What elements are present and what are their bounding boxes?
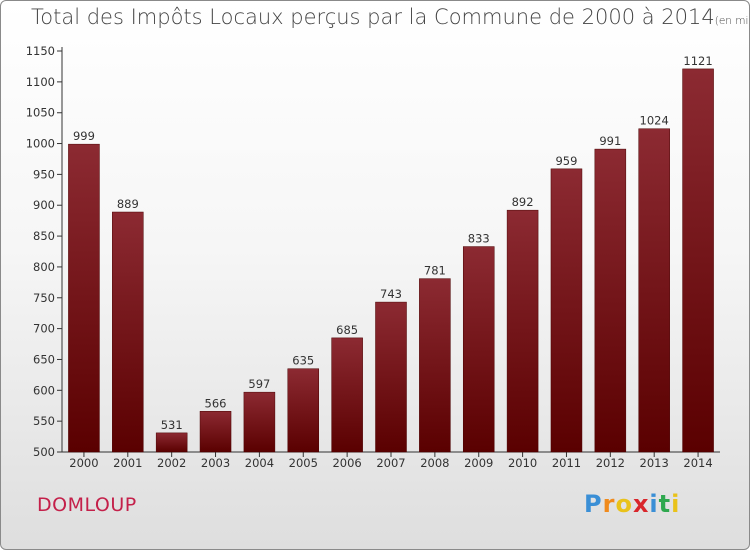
x-tick-label: 2006 [332, 456, 361, 470]
bar-2001 [112, 211, 144, 453]
y-tick-label: 1000 [26, 137, 55, 151]
bar-2007 [375, 301, 407, 453]
bar-2009 [462, 246, 495, 453]
logo-letter: o [615, 490, 633, 518]
logo-letter: t [658, 490, 672, 518]
y-tick-label: 550 [33, 414, 55, 428]
bar-2006 [331, 337, 363, 453]
y-tick-label: 1050 [26, 106, 55, 120]
data-label-2008: 781 [424, 264, 446, 278]
bar-2013 [638, 128, 670, 453]
bar-2003 [199, 411, 232, 453]
bar-2000 [68, 143, 100, 453]
y-tick-label: 1100 [26, 75, 55, 89]
data-label-2000: 999 [73, 129, 95, 143]
chart-title: Total des Impôts Locaux perçus par la Co… [31, 5, 749, 29]
y-tick-label: 750 [33, 291, 55, 305]
logo-letter: r [602, 490, 616, 518]
x-tick-label: 2002 [157, 456, 186, 470]
data-label-2007: 743 [380, 287, 402, 301]
x-axis: 2000 2001 2002 2003 2004 2005 2006 2007 2008 2009… [62, 451, 720, 470]
data-label-2005: 635 [292, 354, 314, 368]
x-tick-label: 2004 [245, 456, 274, 470]
x-tick-label: 2005 [289, 456, 318, 470]
data-label-2014: 1121 [683, 54, 712, 68]
data-label-2013: 1024 [640, 114, 669, 128]
proxiti-logo: Proxiti [584, 490, 680, 518]
data-label-2006: 685 [336, 323, 358, 337]
logo-letter: i [671, 490, 681, 518]
data-label-2003: 566 [205, 396, 227, 410]
y-tick-label: 600 [33, 383, 55, 397]
data-label-2009: 833 [468, 232, 490, 246]
x-tick-label: 2000 [69, 456, 98, 470]
bar-2004 [243, 391, 276, 453]
x-tick-label: 2009 [464, 456, 493, 470]
bar-2012 [594, 148, 627, 453]
y-tick-label: 800 [33, 260, 55, 274]
logo-letter: P [584, 490, 603, 518]
x-tick-label: 2013 [640, 456, 669, 470]
data-label-2010: 892 [512, 195, 534, 209]
logo-letter: i [649, 490, 659, 518]
x-tick-label: 2011 [552, 456, 581, 470]
data-label-2011: 959 [555, 154, 577, 168]
data-label-2001: 889 [117, 197, 139, 211]
y-tick-label: 1150 [26, 44, 55, 58]
bar-2014 [682, 68, 714, 453]
bars [68, 68, 714, 453]
x-tick-label: 2001 [113, 456, 142, 470]
x-tick-label: 2010 [508, 456, 537, 470]
y-tick-label: 900 [33, 198, 55, 212]
x-tick-label: 2014 [683, 456, 712, 470]
data-labels: 999 889 531 566 597 635 685 743 781 833 892 959 991 1… [73, 54, 713, 432]
logo-letter: x [632, 490, 650, 518]
y-tick-label: 700 [33, 322, 55, 336]
bar-2011 [550, 168, 583, 453]
data-label-2004: 597 [248, 377, 270, 391]
y-tick-label: 650 [33, 352, 55, 366]
bar-2005 [287, 368, 320, 453]
data-label-2012: 991 [599, 134, 621, 148]
data-label-2002: 531 [161, 418, 183, 432]
bar-2010 [506, 209, 539, 453]
x-tick-label: 2008 [420, 456, 449, 470]
y-tick-label: 850 [33, 229, 55, 243]
bar-2002 [155, 432, 188, 453]
x-tick-label: 2012 [596, 456, 625, 470]
chart-unit: (en milliers d'€) [714, 15, 749, 27]
bar-2008 [419, 278, 451, 453]
y-tick-label: 950 [33, 167, 55, 181]
x-tick-label: 2007 [376, 456, 405, 470]
chart-title-text: Total des Impôts Locaux perçus par la Co… [31, 5, 715, 29]
y-tick-label: 500 [33, 445, 55, 459]
y-axis: 500 550 600 650 700 750 800 850 900 950 1000 1050 11… [26, 44, 63, 459]
x-tick-label: 2003 [201, 456, 230, 470]
commune-name: DOMLOUP [37, 494, 137, 516]
